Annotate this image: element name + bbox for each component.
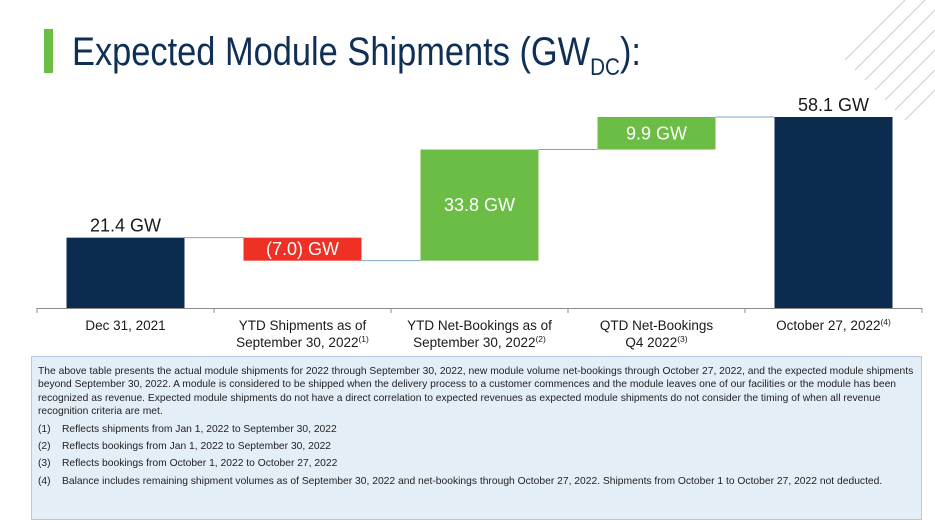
footnote-reference: (3) [677, 334, 688, 344]
footnote-number: (3) [38, 458, 51, 470]
footnote-item: (4) Balance includes remaining shipment v… [38, 475, 915, 488]
footnote-list: (1) Reflects shipments from Jan 1, 2022 t… [38, 423, 915, 489]
bar-increase [420, 149, 539, 261]
footnote-number: (2) [38, 441, 51, 453]
category-label-line: QTD Net-Bookings [600, 318, 714, 333]
page-title: Expected Module Shipments (GWDC): [72, 28, 641, 80]
category-label-line: Q4 2022 [625, 335, 677, 350]
category-label-line: YTD Shipments as of [239, 318, 367, 333]
footnote-text: Reflects bookings from October 1, 2022 t… [62, 458, 338, 470]
category-label: YTD Net-Bookings as of [407, 318, 552, 333]
footnote-reference: (4) [880, 317, 891, 327]
corner-hatch-decoration [844, 0, 935, 121]
category-label-line: October 27, 2022 [776, 318, 880, 333]
footnote-reference: (2) [535, 334, 546, 344]
bar-increase [597, 117, 716, 150]
footnote-item: (3) Reflects bookings from October 1, 202… [38, 457, 915, 470]
footnote-text: Reflects bookings from Jan 1, 2022 to Se… [62, 441, 332, 453]
data-label: 33.8 GW [444, 195, 515, 215]
title-accent-bar [44, 29, 53, 73]
footnote-text: Balance includes remaining shipment volu… [62, 475, 883, 487]
data-label: 21.4 GW [90, 216, 161, 236]
category-label-line: YTD Net-Bookings as of [407, 318, 552, 333]
data-label: 9.9 GW [626, 123, 687, 143]
category-label: October 27, 2022(4) [776, 317, 891, 333]
title-subscript: DC [590, 54, 620, 81]
footnote-number: (4) [38, 475, 51, 487]
bar-decrease [243, 237, 362, 261]
category-label: Dec 31, 2021 [85, 318, 165, 333]
data-label: (7.0) GW [266, 239, 339, 259]
waterfall-chart: 21.4 GW (7.0) GW 33.8 GW 9.9 GW 58.1 GW Dec 3… [36, 95, 923, 350]
category-label: QTD Net-Bookings [600, 318, 714, 333]
footnote-text: Reflects shipments from Jan 1, 2022 to S… [62, 423, 337, 435]
notes-intro: The above table presents the actual modu… [38, 366, 914, 418]
data-label: 58.1 GW [798, 95, 869, 115]
footnote-reference: (1) [358, 334, 369, 344]
category-label-line: September 30, 2022 [236, 335, 358, 350]
footnote-item: (1) Reflects shipments from Jan 1, 2022 t… [38, 423, 915, 436]
bar-total [66, 237, 185, 308]
footnote-number: (1) [38, 423, 51, 435]
category-label-line: September 30, 2022 [413, 335, 535, 350]
footnote-item: (2) Reflects bookings from Jan 1, 2022 to… [38, 440, 915, 453]
category-label: September 30, 2022(2) [413, 334, 546, 350]
category-label-line: Dec 31, 2021 [85, 318, 165, 333]
category-label: Q4 2022(3) [625, 334, 687, 350]
notes-box: The above table presents the actual modu… [31, 356, 922, 520]
title-main: Expected Module Shipments (GW [72, 30, 591, 74]
category-label: September 30, 2022(1) [236, 334, 369, 350]
category-label: YTD Shipments as of [239, 318, 367, 333]
title-suffix: ): [619, 30, 641, 74]
bar-total [774, 117, 893, 308]
